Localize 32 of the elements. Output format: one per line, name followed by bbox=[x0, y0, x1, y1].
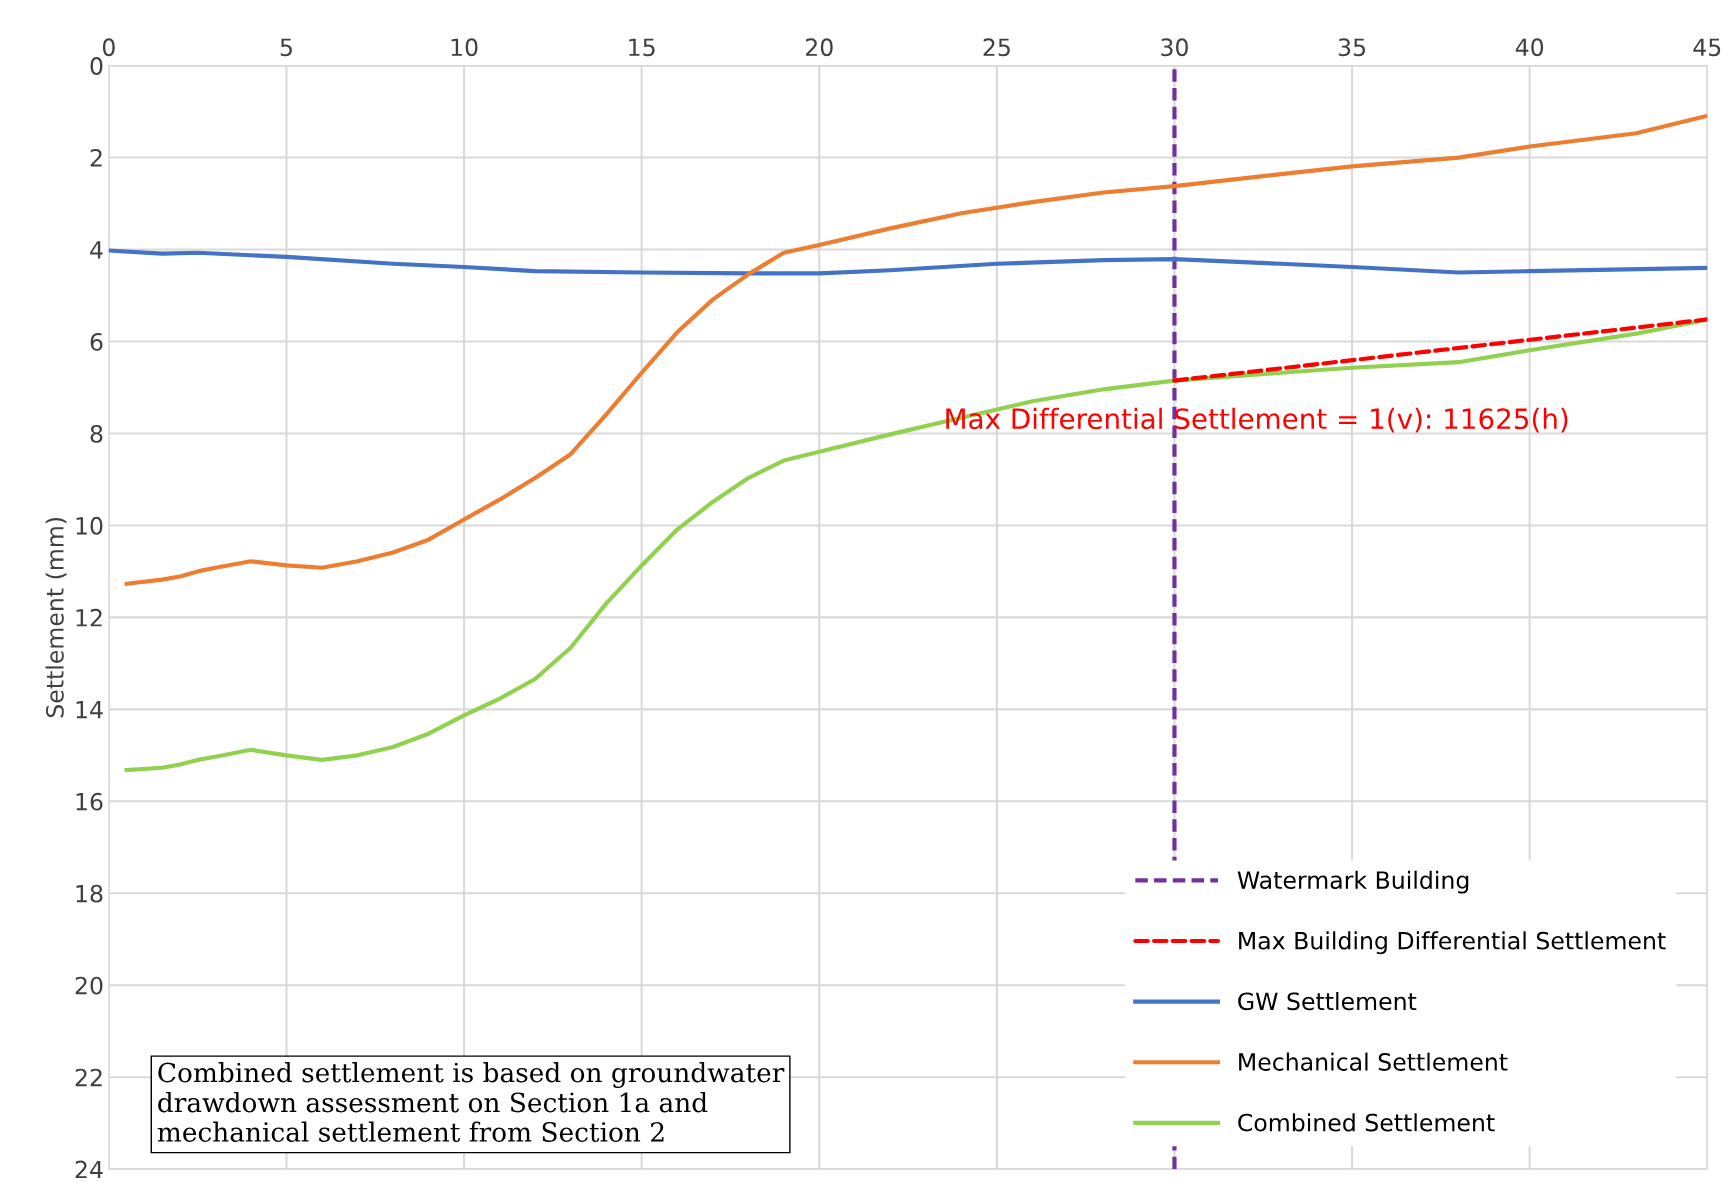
x-tick-label: 45 bbox=[1693, 38, 1721, 57]
ref-line-label: Watermark Building bbox=[1237, 870, 1469, 894]
y-tick-label: 20 bbox=[75, 976, 103, 995]
x-tick-label: 35 bbox=[1338, 38, 1366, 57]
y-tick-label: 24 bbox=[75, 1160, 103, 1179]
annotation: Combined settlement is based on groundwater drawdown assessment on Section 1a and mechanical settlement from Section 2 bbox=[157, 1062, 785, 1142]
x-tick-label: 15 bbox=[629, 38, 655, 57]
legend-label: Max Building Differential Settlement bbox=[1239, 931, 1666, 955]
line-series bbox=[124, 113, 1708, 586]
x-tick-label: 5 bbox=[280, 38, 292, 57]
y-tick-label: 22 bbox=[75, 1068, 102, 1087]
y-tick-label: 4 bbox=[90, 241, 103, 259]
line-series bbox=[108, 248, 1708, 276]
legend-label: Mechanical Settlement bbox=[1239, 1052, 1508, 1071]
y-tick-label: 10 bbox=[76, 516, 103, 535]
y-tick-label: 2 bbox=[90, 149, 102, 167]
x-tick-label: 30 bbox=[1161, 38, 1188, 57]
y-tick-label: 0 bbox=[90, 57, 103, 75]
legend-label: Combined Settlement bbox=[1238, 1113, 1495, 1132]
y-tick-label: 6 bbox=[90, 332, 103, 351]
x-tick-label: 25 bbox=[983, 38, 1010, 57]
y-tick-label: 12 bbox=[76, 608, 102, 627]
x-tick-label: 20 bbox=[805, 38, 833, 57]
y-tick-label: 14 bbox=[76, 701, 103, 719]
x-tick-label: 0 bbox=[102, 38, 115, 57]
y-axis-title: Settlement (mm) bbox=[45, 518, 67, 718]
y-tick-label: 18 bbox=[76, 884, 103, 903]
y-tick-label: 8 bbox=[90, 424, 103, 443]
x-tick-label: 40 bbox=[1515, 38, 1544, 57]
x-tick-label: 10 bbox=[451, 38, 478, 57]
y-tick-label: 16 bbox=[76, 792, 103, 811]
legend-label: GW Settlement bbox=[1238, 991, 1417, 1011]
